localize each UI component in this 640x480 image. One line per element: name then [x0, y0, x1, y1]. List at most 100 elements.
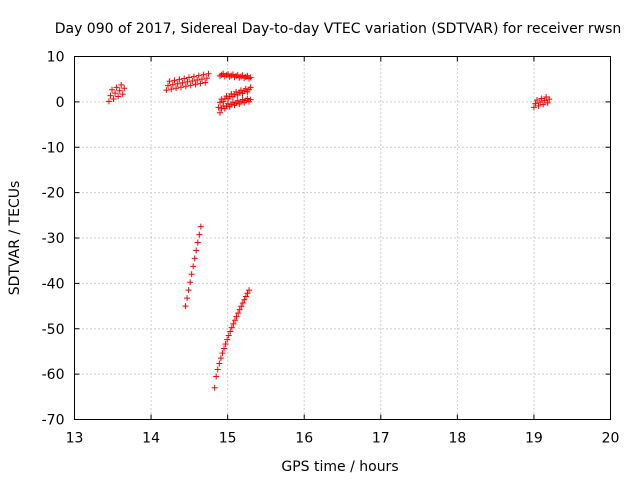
- data-point: [242, 293, 249, 300]
- data-point: [244, 95, 251, 102]
- data-point: [119, 91, 126, 98]
- data-point: [182, 303, 189, 310]
- data-series: [105, 70, 553, 391]
- data-point: [247, 74, 254, 81]
- y-tick-label: 10: [47, 50, 65, 66]
- y-tick-label: -30: [42, 231, 65, 247]
- data-point: [242, 85, 249, 92]
- y-tick-label: -20: [42, 186, 65, 202]
- data-point: [214, 366, 221, 373]
- data-point: [205, 70, 212, 77]
- data-point: [196, 231, 203, 238]
- data-point: [215, 104, 222, 111]
- y-tick-label: -40: [42, 276, 65, 292]
- data-point: [217, 355, 224, 362]
- data-point: [184, 295, 191, 302]
- data-point: [233, 88, 240, 95]
- data-point: [202, 79, 209, 86]
- data-point: [227, 328, 234, 335]
- data-point: [537, 99, 544, 106]
- x-axis-label: GPS time / hours: [281, 459, 398, 475]
- data-point: [168, 86, 175, 93]
- data-point: [225, 100, 232, 107]
- data-point: [544, 99, 551, 106]
- data-point: [192, 81, 199, 88]
- data-point: [163, 87, 170, 94]
- data-point: [113, 84, 120, 91]
- data-point: [541, 97, 548, 104]
- data-point: [203, 75, 210, 82]
- data-point: [116, 87, 123, 94]
- data-point: [213, 373, 220, 380]
- data-point: [173, 85, 180, 92]
- data-point: [222, 340, 229, 347]
- data-point: [546, 96, 553, 103]
- data-point: [195, 72, 202, 79]
- data-point: [118, 81, 125, 88]
- data-point: [177, 84, 184, 91]
- data-point: [194, 77, 201, 84]
- y-tick-label: -70: [42, 413, 65, 429]
- data-point: [535, 102, 542, 109]
- data-point: [188, 271, 195, 278]
- data-point: [236, 306, 243, 313]
- data-point: [216, 360, 223, 367]
- data-point: [199, 76, 206, 83]
- data-point: [197, 80, 204, 87]
- data-point: [239, 96, 246, 103]
- data-point: [110, 95, 117, 102]
- y-tick-label: -10: [42, 140, 65, 156]
- data-point: [166, 78, 173, 85]
- x-tick-label: 14: [142, 431, 160, 447]
- data-point: [194, 239, 201, 246]
- y-axis-label: SDTVAR / TECUs: [7, 181, 23, 296]
- data-point: [540, 101, 547, 108]
- data-point: [179, 79, 186, 86]
- data-point: [189, 77, 196, 84]
- chart-title: Day 090 of 2017, Sidereal Day-to-day VTE…: [55, 21, 622, 37]
- data-point: [247, 84, 254, 91]
- data-point: [228, 324, 235, 331]
- data-point: [115, 93, 122, 100]
- data-point: [112, 90, 119, 97]
- data-point: [105, 98, 112, 105]
- data-point: [190, 73, 197, 80]
- data-point: [171, 77, 178, 84]
- data-point: [197, 223, 204, 230]
- data-point: [237, 87, 244, 94]
- data-point: [187, 279, 194, 286]
- data-point: [211, 384, 218, 391]
- data-point: [190, 263, 197, 270]
- data-point: [231, 317, 238, 324]
- data-point: [225, 332, 232, 339]
- data-point: [543, 93, 550, 100]
- data-point: [235, 310, 242, 317]
- data-point: [221, 345, 228, 352]
- data-point: [246, 287, 253, 294]
- data-point: [176, 76, 183, 83]
- x-tick-label: 16: [295, 431, 313, 447]
- data-point: [174, 80, 181, 87]
- x-tick-label: 19: [525, 431, 543, 447]
- data-point: [239, 299, 246, 306]
- data-point: [229, 99, 236, 106]
- y-tick-label: 0: [56, 95, 65, 111]
- data-point: [533, 96, 540, 103]
- data-point: [241, 296, 248, 303]
- y-tick-label: -60: [42, 367, 65, 383]
- data-point: [187, 82, 194, 89]
- x-tick-label: 18: [448, 431, 466, 447]
- data-point: [186, 74, 193, 81]
- x-tick-label: 17: [372, 431, 390, 447]
- y-tick-label: -50: [42, 322, 65, 338]
- data-point: [247, 96, 254, 103]
- data-point: [182, 83, 189, 90]
- x-tick-label: 20: [602, 431, 620, 447]
- data-point: [217, 99, 224, 106]
- data-point: [185, 287, 192, 294]
- data-point: [230, 320, 237, 327]
- data-point: [234, 97, 241, 104]
- data-point: [233, 313, 240, 320]
- data-point: [165, 82, 172, 89]
